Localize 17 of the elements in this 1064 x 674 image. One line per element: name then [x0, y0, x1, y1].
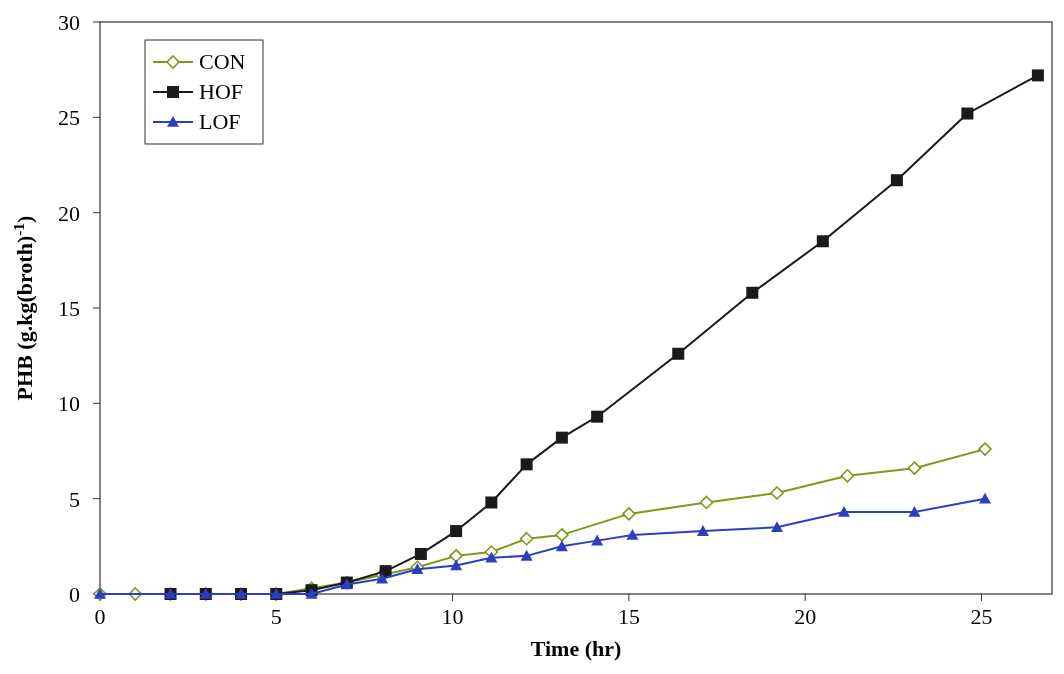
x-tick-label: 0	[94, 604, 106, 629]
x-tick-label: 25	[970, 604, 993, 629]
y-tick-label: 10	[58, 391, 80, 417]
legend-label: CON	[199, 49, 246, 74]
y-tick-label: 30	[58, 10, 80, 35]
x-tick-label: 10	[441, 604, 464, 629]
x-tick-label: 20	[794, 604, 817, 629]
x-axis-title: Time (hr)	[530, 636, 622, 661]
y-tick-label: 5	[69, 486, 80, 512]
x-tick-label: 15	[617, 604, 640, 629]
y-tick-label: 20	[58, 200, 80, 226]
legend-label: LOF	[199, 109, 241, 134]
y-tick-label: 25	[58, 105, 80, 131]
y-tick-label: 15	[58, 296, 80, 321]
y-tick-label: 0	[69, 582, 80, 607]
legend-label: HOF	[199, 79, 244, 104]
x-tick-label: 5	[270, 604, 282, 629]
